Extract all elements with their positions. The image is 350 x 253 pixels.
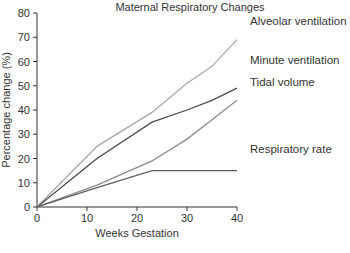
- x-tick-label: 20: [131, 212, 143, 224]
- y-tick-label: 80: [18, 7, 30, 19]
- y-tick-label: 40: [18, 104, 30, 116]
- x-tick: [87, 207, 88, 211]
- x-tick: [37, 207, 38, 211]
- y-tick: [33, 37, 37, 38]
- series-label: Alveolar ventilation: [250, 15, 347, 27]
- y-tick: [33, 61, 37, 62]
- y-tick-label: 0: [24, 201, 30, 213]
- y-tick: [33, 85, 37, 86]
- chart: Maternal Respiratory Changes 0 10 20 30 40 50 6…: [0, 0, 350, 253]
- y-tick-label: 30: [18, 128, 30, 140]
- y-tick: [33, 182, 37, 183]
- x-tick-label: 40: [231, 212, 243, 224]
- series-line: [37, 40, 237, 207]
- y-tick: [33, 110, 37, 111]
- y-tick: [33, 134, 37, 135]
- x-tick: [187, 207, 188, 211]
- x-tick: [237, 207, 238, 211]
- y-tick-label: 20: [18, 153, 30, 165]
- x-tick-label: 10: [81, 212, 93, 224]
- title: Maternal Respiratory Changes: [115, 1, 265, 13]
- y-tick-label: 10: [18, 177, 30, 189]
- series-line: [37, 171, 237, 207]
- x-tick-label: 0: [34, 212, 40, 224]
- x-tick-label: 30: [181, 212, 193, 224]
- series-line: [37, 100, 237, 207]
- series-label: Respiratory rate: [250, 143, 332, 155]
- series-label: Tidal volume: [250, 76, 315, 88]
- y-tick-label: 70: [18, 31, 30, 43]
- series-line: [37, 88, 237, 207]
- plot-lines: [37, 40, 237, 207]
- x-axis-label: Weeks Gestation: [95, 227, 179, 239]
- x-tick: [137, 207, 138, 211]
- y-tick: [33, 13, 37, 14]
- y-tick-label: 60: [18, 56, 30, 68]
- y-tick: [33, 207, 37, 208]
- y-tick-label: 50: [18, 80, 30, 92]
- y-tick: [33, 158, 37, 159]
- y-axis-label: Percentage change (%): [0, 52, 12, 168]
- series-label: Minute ventilation: [250, 54, 340, 66]
